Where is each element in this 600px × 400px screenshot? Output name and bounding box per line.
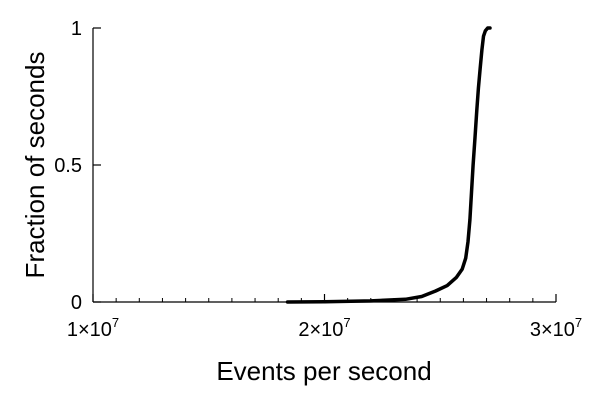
y-tick-label: 1 bbox=[71, 18, 82, 40]
axes bbox=[92, 28, 556, 303]
x-tick-exponent: 7 bbox=[343, 315, 350, 330]
x-tick-base: 10 bbox=[321, 319, 343, 341]
x-axis-title: Events per second bbox=[216, 356, 431, 386]
x-tick-exponent: 7 bbox=[112, 315, 119, 330]
x-tick-mantissa: 1 bbox=[67, 319, 78, 341]
x-tick-mantissa: 3 bbox=[530, 319, 541, 341]
x-tick-mantissa: 2 bbox=[298, 319, 309, 341]
series-line bbox=[285, 26, 492, 304]
x-tick-base: 10 bbox=[553, 319, 575, 341]
x-ticks: 1×107 2×107 3×107 bbox=[67, 294, 582, 341]
y-tick-label: 0 bbox=[71, 292, 82, 314]
x-tick-exponent: 7 bbox=[575, 315, 582, 330]
x-tick-label: 2×107 bbox=[298, 315, 350, 341]
y-axis-title: Fraction of seconds bbox=[20, 52, 50, 279]
x-tick-label: 3×107 bbox=[530, 315, 582, 341]
y-tick-label: 0.5 bbox=[54, 155, 82, 177]
x-tick-label: 1×107 bbox=[67, 315, 119, 341]
x-tick-base: 10 bbox=[90, 319, 112, 341]
x-tick-times: × bbox=[78, 319, 90, 341]
x-tick-times: × bbox=[309, 319, 321, 341]
y-ticks: 00.51 bbox=[54, 18, 101, 314]
x-tick-times: × bbox=[541, 319, 553, 341]
